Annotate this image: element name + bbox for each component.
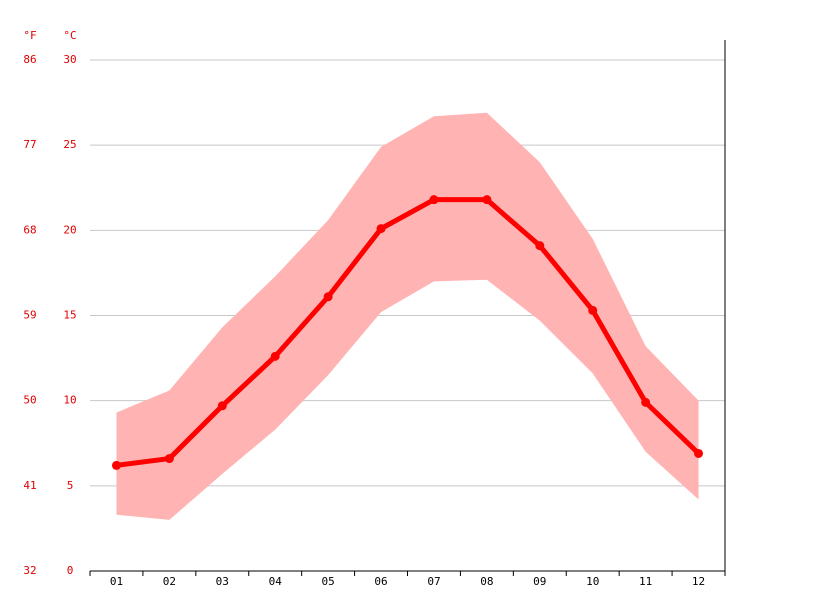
x-tick-label: 09: [533, 575, 546, 588]
point: [694, 448, 704, 458]
point: [588, 305, 598, 315]
y-tick-label: 15: [63, 309, 76, 322]
x-tick-label: 01: [110, 575, 123, 588]
point: [217, 401, 227, 411]
point: [111, 460, 121, 470]
x-tick-label: 03: [216, 575, 229, 588]
y-tick-label: 0: [67, 564, 74, 577]
y-tick-label: 25: [63, 138, 76, 151]
y2-tick-label: 86: [23, 53, 36, 66]
y2-unit: °F: [23, 29, 36, 42]
point: [535, 241, 545, 251]
x-tick-label: 11: [639, 575, 652, 588]
point: [323, 292, 333, 302]
y2-tick-label: 50: [23, 394, 36, 407]
y2-tick-label: 32: [23, 564, 36, 577]
y2-tick-label: 77: [23, 138, 36, 151]
y-tick-label: 30: [63, 53, 76, 66]
x-tick-label: 02: [163, 575, 176, 588]
y-tick-label: 10: [63, 394, 76, 407]
x-tick-label: 06: [374, 575, 387, 588]
x-tick-label: 08: [480, 575, 493, 588]
y-unit: °C: [63, 29, 76, 42]
line: [116, 197, 701, 468]
x-tick-label: 05: [322, 575, 335, 588]
y2-tick-label: 41: [23, 479, 36, 492]
x-tick-label: 10: [586, 575, 599, 588]
y-tick-label: 5: [67, 479, 74, 492]
x-tick-label: 12: [692, 575, 705, 588]
y2-tick-label: 68: [23, 223, 36, 236]
point: [270, 351, 280, 361]
point: [429, 195, 439, 205]
x-tick-label: 07: [427, 575, 440, 588]
y-tick-label: 20: [63, 223, 76, 236]
point: [482, 195, 492, 205]
point: [641, 397, 651, 407]
range-band: [116, 112, 699, 520]
y2-tick-label: 59: [23, 309, 36, 322]
point: [376, 224, 386, 234]
x-tick-label: 04: [269, 575, 283, 588]
point: [164, 454, 174, 464]
